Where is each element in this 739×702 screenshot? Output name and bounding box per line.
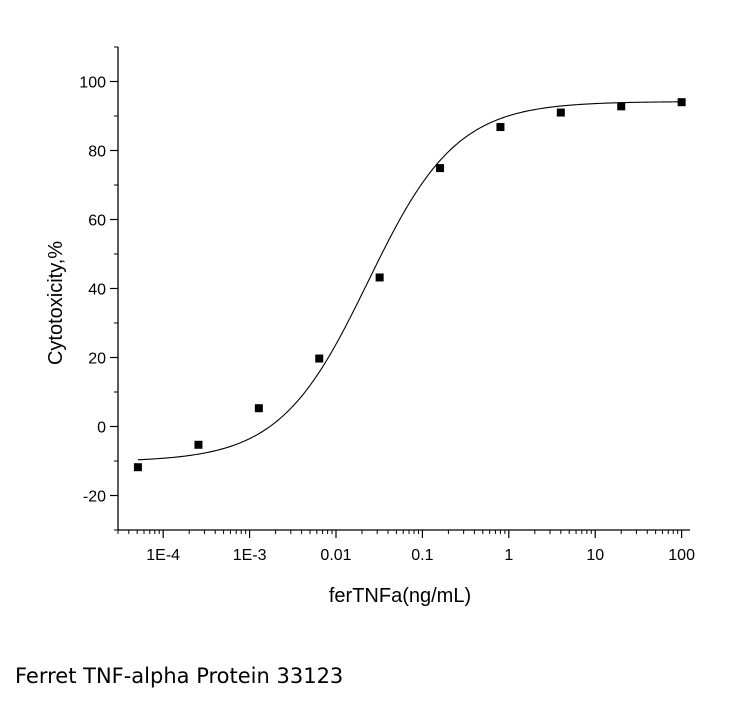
data-point bbox=[315, 354, 324, 363]
y-tick-label: 100 bbox=[79, 75, 106, 92]
data-point bbox=[496, 123, 505, 132]
chart: 1E-4 1E-3 0.01 0.1 1 10 100 -20 0 20 40 60 80 100 fe… bbox=[45, 46, 695, 607]
data-point bbox=[194, 440, 203, 449]
x-tick-label: 1E-4 bbox=[146, 547, 180, 564]
data-point bbox=[556, 108, 565, 117]
data-point bbox=[254, 404, 263, 413]
data-point bbox=[617, 102, 626, 111]
x-tick-label: 1 bbox=[504, 547, 513, 564]
fit-curve bbox=[137, 101, 682, 461]
y-tick-label: 20 bbox=[88, 351, 106, 368]
x-tick-label: 1E-3 bbox=[233, 547, 267, 564]
data-point bbox=[436, 164, 445, 173]
x-axis-ticks: 1E-4 1E-3 0.01 0.1 1 10 100 bbox=[117, 530, 695, 564]
x-tick-label: 0.01 bbox=[320, 547, 351, 564]
plot-frame bbox=[117, 47, 690, 531]
y-tick-label: 40 bbox=[88, 282, 106, 299]
y-axis-title: Cytotoxicity,% bbox=[45, 241, 67, 365]
data-point bbox=[677, 98, 686, 107]
y-tick-label: -20 bbox=[83, 489, 106, 506]
figure-caption: Ferret TNF-alpha Protein 33123 bbox=[15, 664, 344, 688]
data-points bbox=[133, 98, 686, 472]
data-point bbox=[133, 463, 142, 472]
y-tick-label: 80 bbox=[88, 144, 106, 161]
x-tick-label: 10 bbox=[586, 547, 604, 564]
x-tick-label: 100 bbox=[668, 547, 695, 564]
y-tick-label: 60 bbox=[88, 213, 106, 230]
x-tick-label: 0.1 bbox=[411, 547, 433, 564]
data-point bbox=[375, 273, 384, 282]
y-tick-label: 0 bbox=[97, 420, 106, 437]
x-axis-title: ferTNFa(ng/mL) bbox=[329, 585, 471, 607]
y-axis-ticks: -20 0 20 40 60 80 100 bbox=[79, 46, 118, 531]
